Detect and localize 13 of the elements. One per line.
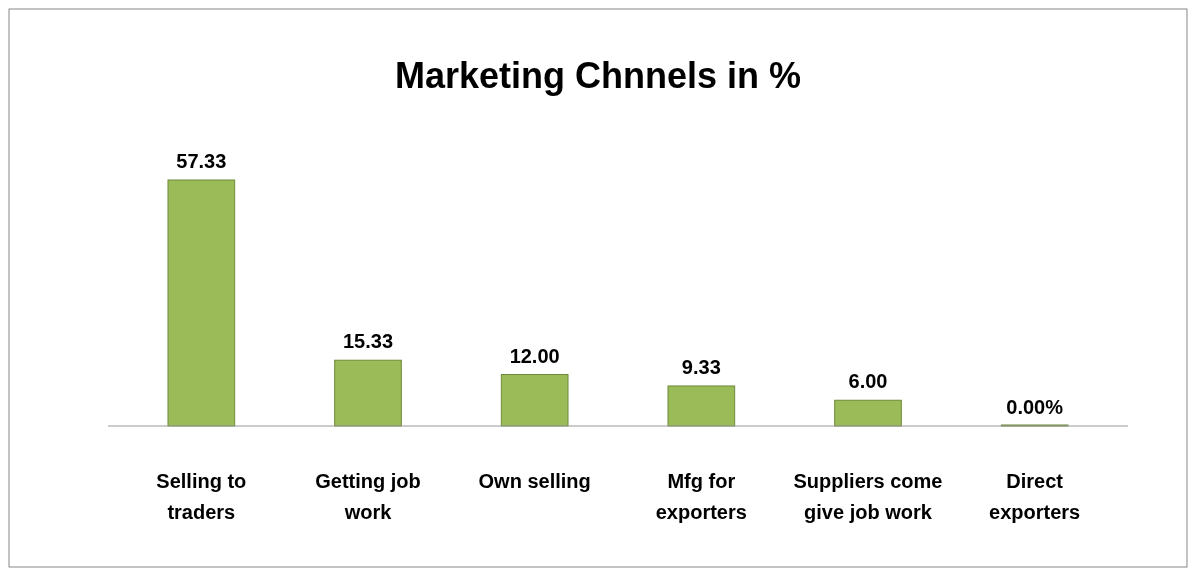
x-tick-label: Mfg for exporters (655, 470, 747, 523)
data-label: 15.33 (342, 330, 394, 353)
x-tick-label: Direct exporters (989, 470, 1081, 523)
data-label: 9.33 (681, 355, 721, 378)
x-tick-label: Selling to traders (156, 470, 247, 523)
x-tick-label: Own selling (478, 470, 591, 492)
data-label: 6.00 (848, 370, 888, 393)
data-label: 0.00% (1006, 396, 1064, 418)
x-tick-label: Getting job work (315, 470, 421, 523)
data-label: 57.33 (176, 150, 227, 172)
chart-title: Marketing Chnnels in % (394, 55, 802, 96)
x-tick-label: Suppliers come give job work (793, 470, 943, 523)
data-label: 12.00 (509, 344, 560, 367)
